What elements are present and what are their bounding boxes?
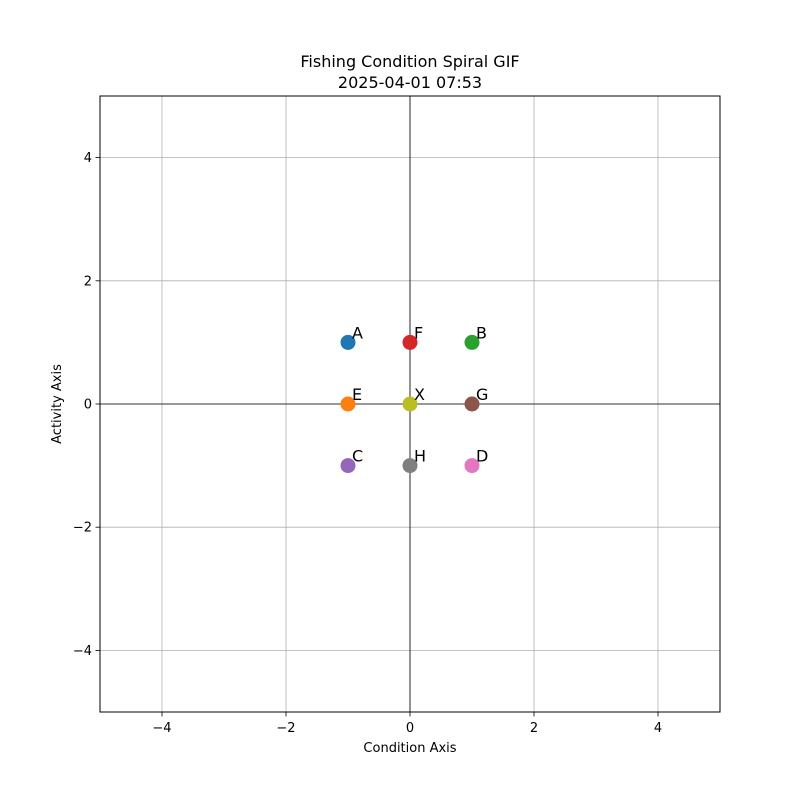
chart-subtitle: 2025-04-01 07:53: [338, 73, 482, 92]
y-tick-label: 4: [84, 151, 92, 166]
y-tick-label: −4: [73, 644, 92, 659]
x-tick-label: −2: [276, 721, 295, 736]
x-tick-label: 4: [654, 721, 662, 736]
x-tick-label: −4: [152, 721, 171, 736]
data-point-x: [402, 396, 418, 412]
point-label-g: G: [476, 385, 488, 404]
point-label-x: X: [414, 385, 425, 404]
data-point-a: [340, 334, 356, 350]
point-label-b: B: [476, 323, 487, 342]
data-point-f: [402, 334, 418, 350]
x-tick-label: 0: [406, 721, 414, 736]
data-point-e: [340, 396, 356, 412]
point-label-c: C: [352, 447, 363, 466]
data-point-c: [340, 458, 356, 474]
point-label-h: H: [414, 447, 426, 466]
data-point-h: [402, 458, 418, 474]
point-label-d: D: [476, 447, 488, 466]
chart-title: Fishing Condition Spiral GIF: [300, 52, 519, 71]
data-point-b: [464, 334, 480, 350]
data-point-g: [464, 396, 480, 412]
y-tick-label: 0: [84, 398, 92, 413]
x-tick-label: 2: [530, 721, 538, 736]
y-tick-label: 2: [84, 274, 92, 289]
data-point-d: [464, 458, 480, 474]
y-tick-label: −2: [73, 521, 92, 536]
point-label-e: E: [352, 385, 362, 404]
x-axis-label: Condition Axis: [363, 741, 456, 756]
plot-area: −4 −2 0 2 4 −4 −2 0 2 4 A E B F C G D H X: [73, 95, 721, 736]
y-axis-label: Activity Axis: [50, 364, 65, 444]
point-label-f: F: [414, 323, 423, 342]
point-label-a: A: [352, 323, 363, 342]
